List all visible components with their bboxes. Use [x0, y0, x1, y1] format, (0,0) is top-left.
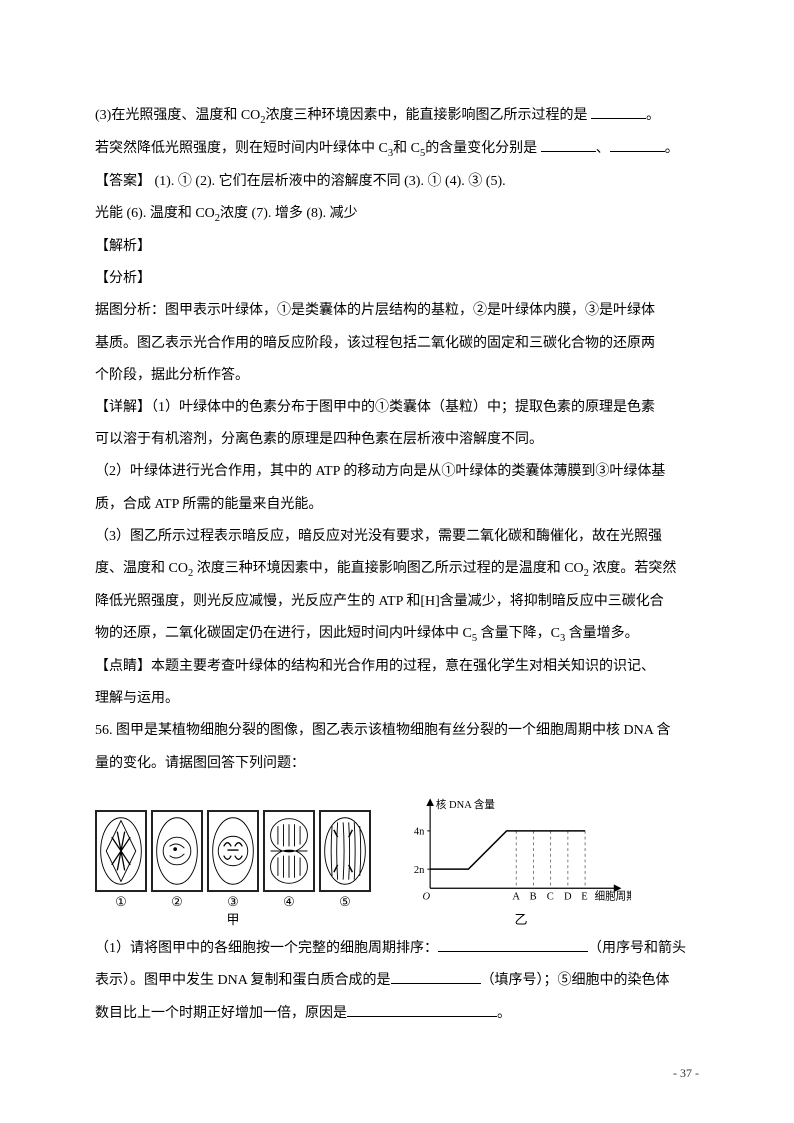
text-line: (3)在光照强度、温度和 CO2浓度三种环境因素中，能直接影响图乙所示过程的是 …	[95, 100, 699, 133]
fill-blank	[541, 137, 596, 152]
fill-blank	[438, 937, 588, 952]
cell-label: ⑤	[319, 894, 371, 910]
figure-panel-a: ① ②	[95, 810, 371, 927]
text-line: 【详解】（1）叶绿体中的色素分布于图甲中的①类囊体（基粒）中；提取色素的原理是色…	[95, 392, 699, 424]
text: 浓度三种环境因素中，能直接影响图乙所示过程的是	[266, 108, 592, 123]
y-axis-arrow	[426, 798, 434, 806]
text: 浓度。若突然	[589, 561, 677, 576]
cell-diagram-1: ①	[95, 810, 147, 910]
y-tick-label: 2n	[414, 865, 425, 876]
text-line: （2）叶绿体进行光合作用，其中的 ATP 的移动方向是从①叶绿体的类囊体薄膜到③…	[95, 456, 699, 488]
figure-row: ① ②	[95, 790, 699, 928]
text-line: 物的还原，二氧化碳固定仍在进行，因此短时间内叶绿体中 C5 含量下降，C3 含量…	[95, 618, 699, 651]
panel-a-caption: 甲	[226, 912, 239, 928]
x-tick-label: D	[564, 891, 572, 902]
text: 表示）。图甲中发生 DNA 复制和蛋白质合成的是	[95, 973, 391, 988]
text-line: 基质。图乙表示光合作用的暗反应阶段，该过程包括二氧化碳的固定和三碳化合物的还原两	[95, 328, 699, 360]
cell-box	[95, 810, 147, 892]
cell-diagram-3: ③	[207, 810, 259, 910]
text: 、	[596, 141, 610, 156]
panel-b-caption: 乙	[514, 912, 527, 928]
text: 浓度三种环境因素中，能直接影响图乙所示过程的是温度和 CO	[193, 561, 583, 576]
dna-curve	[430, 831, 585, 869]
answer-line: 光能 (6). 温度和 CO2浓度 (7). 增多 (8). 减少	[95, 198, 699, 231]
text-line: 个阶段，据此分析作答。	[95, 360, 699, 392]
text: 物的还原，二氧化碳固定仍在进行，因此短时间内叶绿体中 C	[95, 626, 472, 641]
cell-svg	[321, 812, 369, 890]
cell-diagram-2: ②	[151, 810, 203, 910]
cell-svg	[265, 812, 313, 890]
cell-box	[151, 810, 203, 892]
text: （用序号和箭头	[588, 941, 686, 956]
text: （填序号）；⑤细胞中的染色体	[481, 973, 670, 988]
cell-label: ①	[95, 894, 147, 910]
text-line: 据图分析：图甲表示叶绿体，①是类囊体的片层结构的基粒，②是叶绿体内膜，③是叶绿体	[95, 295, 699, 327]
text: （1）请将图甲中的各细胞按一个完整的细胞周期排序：	[95, 941, 438, 956]
y-axis-title: 核 DNA 含量	[436, 798, 495, 811]
x-tick-label: E	[581, 891, 587, 902]
text: 若突然降低光照强度，则在短时间内叶绿体中 C	[95, 141, 388, 156]
x-tick-label: O	[422, 891, 430, 902]
text-line: 【点睛】本题主要考查叶绿体的结构和光合作用的过程，意在强化学生对相关知识的识记、	[95, 651, 699, 683]
cell-svg	[209, 812, 257, 890]
text-line: 理解与运用。	[95, 683, 699, 715]
question-line: 量的变化。请据图回答下列问题：	[95, 748, 699, 780]
text: 浓度 (7). 增多 (8). 减少	[220, 206, 358, 221]
cell-svg	[97, 812, 145, 890]
page: (3)在光照强度、温度和 CO2浓度三种环境因素中，能直接影响图乙所示过程的是 …	[0, 0, 794, 1123]
text-line: 可以溶于有机溶剂，分离色素的原理是四种色素在层析液中溶解度不同。	[95, 424, 699, 456]
cell-diagram-4: ④	[263, 810, 315, 910]
text: 度、温度和 CO	[95, 561, 188, 576]
cell-label: ②	[151, 894, 203, 910]
text: 的含量变化分别是	[425, 141, 541, 156]
text: 含量增多。	[565, 626, 639, 641]
text-line: 降低光照强度，则光反应减慢，光反应产生的 ATP 和[H]含量减少，将抑制暗反应…	[95, 586, 699, 618]
cell-box	[263, 810, 315, 892]
text: 和 C	[393, 141, 420, 156]
figure-panel-b: 2n 4n 核 DNA 含量 O A B C D E 细胞周期	[411, 790, 631, 928]
text-line: 质，合成 ATP 所需的能量来自光能。	[95, 489, 699, 521]
question-line: 数目比上一个时期正好增加一倍，原因是 。	[95, 998, 699, 1030]
cell-diagrams: ① ②	[95, 810, 371, 910]
y-tick-label: 4n	[414, 826, 425, 837]
text: 。	[646, 108, 660, 123]
text-line: （3）图乙所示过程表示暗反应，暗反应对光没有要求，需要二氧化碳和酶催化，故在光照…	[95, 521, 699, 553]
cell-box	[319, 810, 371, 892]
question-line: （1）请将图甲中的各细胞按一个完整的细胞周期排序： （用序号和箭头	[95, 933, 699, 965]
section-heading: 【解析】	[95, 231, 699, 263]
fill-blank	[391, 969, 481, 984]
x-tick-label: B	[530, 891, 537, 902]
x-tick-label: C	[547, 891, 554, 902]
answer-line: 【答案】 (1). ① (2). 它们在层析液中的溶解度不同 (3). ① (4…	[95, 166, 699, 198]
question-line: 56. 图甲是某植物细胞分裂的图像，图乙表示该植物细胞有丝分裂的一个细胞周期中核…	[95, 715, 699, 747]
cell-diagram-5: ⑤	[319, 810, 371, 910]
text: 含量下降，C	[477, 626, 560, 641]
x-tick-label: A	[512, 891, 520, 902]
text: 。	[497, 1006, 511, 1021]
section-heading: 【分析】	[95, 263, 699, 295]
cell-svg	[153, 812, 201, 890]
text: (3)在光照强度、温度和 CO	[95, 108, 260, 123]
dna-chart: 2n 4n 核 DNA 含量 O A B C D E 细胞周期	[411, 790, 631, 910]
question-line: 表示）。图甲中发生 DNA 复制和蛋白质合成的是 （填序号）；⑤细胞中的染色体	[95, 965, 699, 997]
text: 数目比上一个时期正好增加一倍，原因是	[95, 1006, 347, 1021]
cell-box	[207, 810, 259, 892]
text: 光能 (6). 温度和 CO	[95, 206, 215, 221]
cell-label: ④	[263, 894, 315, 910]
text: 。	[665, 141, 679, 156]
fill-blank	[591, 104, 646, 119]
text-line: 若突然降低光照强度，则在短时间内叶绿体中 C3和 C5的含量变化分别是 、。	[95, 133, 699, 166]
fill-blank	[347, 1002, 497, 1017]
page-number: - 37 -	[673, 1060, 699, 1088]
x-axis-title: 细胞周期	[595, 889, 631, 902]
text-line: 度、温度和 CO2 浓度三种环境因素中，能直接影响图乙所示过程的是温度和 CO2…	[95, 553, 699, 586]
fill-blank	[610, 137, 665, 152]
cell-label: ③	[207, 894, 259, 910]
